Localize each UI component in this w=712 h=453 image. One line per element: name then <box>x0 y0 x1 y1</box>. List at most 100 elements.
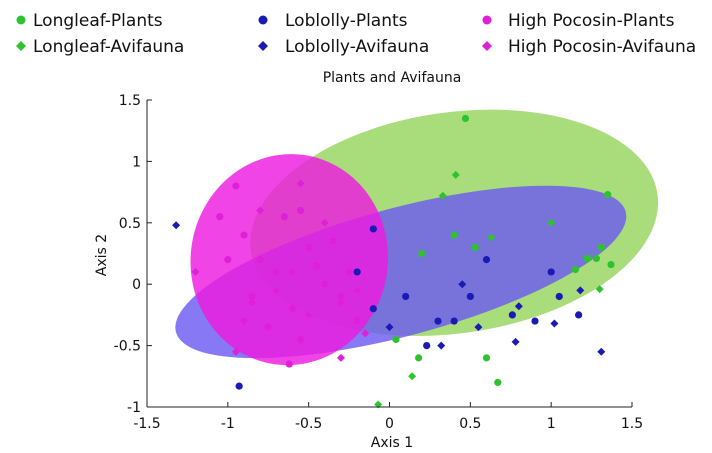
point-longleaf-plants <box>571 265 580 274</box>
y-tick-label: -0.5 <box>114 339 141 355</box>
point-high-pocosin-plants <box>280 213 289 221</box>
point-high-pocosin-avifauna <box>296 179 305 188</box>
point-loblolly-plants <box>575 311 583 319</box>
point-high-pocosin-plants <box>337 292 345 301</box>
points-layer <box>172 114 615 409</box>
legend-item-longleaf-avifauna: Longleaf-Avifauna <box>16 37 184 57</box>
x-tick-label: 0 <box>385 416 394 432</box>
point-longleaf-plants <box>607 260 615 269</box>
point-loblolly-plants <box>547 268 555 276</box>
point-longleaf-avifauna <box>547 218 556 227</box>
point-high-pocosin-plants <box>296 335 305 344</box>
y-tick-label: 1 <box>132 154 141 170</box>
chart-title: Plants and Avifauna <box>323 70 462 86</box>
x-tick-label: 1.5 <box>621 416 643 432</box>
legend-label-longleaf-avifauna: Longleaf-Avifauna <box>33 37 184 57</box>
legend-marker-longleaf-avifauna <box>16 41 26 51</box>
legend-item-longleaf-plants: Longleaf-Plants <box>16 11 163 31</box>
legend-marker-high-pocosin-avifauna <box>482 41 492 51</box>
point-loblolly-plants <box>466 292 474 301</box>
point-high-pocosin-plants <box>285 360 293 368</box>
point-loblolly-plants <box>482 256 491 264</box>
point-high-pocosin-plants <box>329 237 337 245</box>
point-longleaf-plants <box>592 254 601 263</box>
point-loblolly-plants <box>434 317 442 325</box>
legend-marker-loblolly-avifauna <box>258 41 268 51</box>
point-loblolly-avifauna <box>576 286 585 295</box>
point-high-pocosin-plants <box>216 213 224 221</box>
point-high-pocosin-avifauna <box>272 286 281 295</box>
point-high-pocosin-plants <box>353 317 361 325</box>
point-high-pocosin-avifauna <box>320 218 329 227</box>
point-high-pocosin-avifauna <box>231 347 240 356</box>
point-loblolly-avifauna <box>511 337 520 346</box>
legend-item-high-pocosin-plants: High Pocosin-Plants <box>482 11 675 31</box>
x-tick-label: -1.5 <box>133 416 160 432</box>
legend-label-high-pocosin-plants: High Pocosin-Plants <box>508 11 675 31</box>
x-tick-label: -1 <box>221 416 235 432</box>
point-longleaf-avifauna <box>451 170 460 179</box>
point-loblolly-avifauna <box>172 221 181 230</box>
legend-marker-high-pocosin-plants <box>482 15 492 25</box>
point-loblolly-plants <box>531 317 539 325</box>
point-high-pocosin-avifauna <box>361 329 370 338</box>
point-high-pocosin-avifauna <box>248 298 257 307</box>
point-high-pocosin-avifauna <box>337 353 345 362</box>
point-high-pocosin-plants <box>296 206 305 215</box>
x-axis-label: Axis 1 <box>371 435 413 451</box>
y-tick-label: 0 <box>132 277 141 293</box>
legend: Longleaf-Plants Longleaf-Avifauna Loblol… <box>16 11 696 57</box>
point-high-pocosin-plants <box>248 292 256 301</box>
point-longleaf-plants <box>461 114 470 123</box>
point-high-pocosin-plants <box>288 305 297 313</box>
ellipse-high-pocosin <box>190 154 389 366</box>
point-high-pocosin-avifauna <box>353 286 362 295</box>
y-tick-label: -1 <box>127 400 141 416</box>
point-loblolly-plants <box>369 305 377 313</box>
legend-label-high-pocosin-avifauna: High Pocosin-Avifauna <box>508 37 696 57</box>
legend-label-loblolly-avifauna: Loblolly-Avifauna <box>285 37 429 57</box>
point-loblolly-plants <box>402 292 410 301</box>
point-high-pocosin-avifauna <box>337 298 345 307</box>
x-tick-label: 0.5 <box>459 416 481 432</box>
point-loblolly-avifauna <box>550 319 559 328</box>
point-longleaf-avifauna <box>595 285 604 294</box>
point-loblolly-avifauna <box>514 302 523 311</box>
y-tick-label: 1.5 <box>119 93 141 109</box>
point-high-pocosin-plants <box>232 182 240 190</box>
point-loblolly-plants <box>555 292 563 301</box>
point-longleaf-plants <box>494 378 502 387</box>
axes-layer: -1.5 -1 -0.5 0 0.5 1 1.5-1-0.500.511.5 <box>114 93 643 432</box>
point-longleaf-plants <box>415 354 423 362</box>
x-tick-label: 1 <box>547 416 556 432</box>
point-longleaf-avifauna <box>438 191 447 200</box>
legend-item-loblolly-avifauna: Loblolly-Avifauna <box>258 37 429 57</box>
point-longleaf-avifauna <box>487 233 496 242</box>
y-axis-label: Axis 2 <box>94 234 110 276</box>
point-high-pocosin-plants <box>313 262 321 270</box>
point-loblolly-plants <box>508 311 516 319</box>
ellipses-layer <box>175 109 659 366</box>
legend-label-longleaf-plants: Longleaf-Plants <box>33 11 163 31</box>
point-loblolly-avifauna <box>474 323 483 332</box>
legend-marker-longleaf-plants <box>16 15 26 25</box>
point-loblolly-avifauna <box>385 323 394 332</box>
point-loblolly-plants <box>353 268 361 276</box>
point-longleaf-avifauna <box>584 254 593 263</box>
y-tick-label: 0.5 <box>119 216 141 232</box>
point-longleaf-plants <box>482 354 491 362</box>
point-high-pocosin-plants <box>264 323 272 331</box>
legend-item-loblolly-plants: Loblolly-Plants <box>258 11 408 31</box>
point-high-pocosin-avifauna <box>191 267 200 276</box>
point-longleaf-plants <box>597 243 605 251</box>
point-longleaf-plants <box>604 190 612 199</box>
point-high-pocosin-plants <box>272 268 280 276</box>
point-longleaf-plants <box>418 249 426 258</box>
point-longleaf-avifauna <box>408 372 417 381</box>
point-high-pocosin-plants <box>256 256 264 264</box>
point-loblolly-plants <box>235 382 243 390</box>
point-loblolly-plants <box>450 317 458 325</box>
point-high-pocosin-avifauna <box>240 317 248 326</box>
legend-label-loblolly-plants: Loblolly-Plants <box>285 11 408 31</box>
point-longleaf-plants <box>392 335 400 344</box>
